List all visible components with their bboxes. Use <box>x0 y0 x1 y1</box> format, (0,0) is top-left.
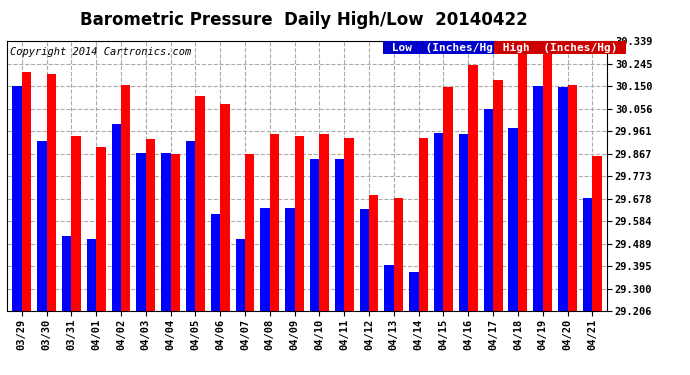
Bar <box>245 154 255 311</box>
Bar <box>419 138 428 311</box>
Bar <box>270 134 279 311</box>
Bar <box>37 141 47 311</box>
Bar <box>260 208 270 311</box>
Bar <box>285 208 295 311</box>
Bar <box>220 104 230 311</box>
Bar <box>186 141 195 311</box>
Text: Copyright 2014 Cartronics.com: Copyright 2014 Cartronics.com <box>10 46 191 57</box>
Bar <box>170 154 180 311</box>
Bar <box>359 209 369 311</box>
Bar <box>137 153 146 311</box>
Bar <box>484 109 493 311</box>
Bar <box>394 198 403 311</box>
Bar <box>161 153 170 311</box>
Bar <box>47 74 56 311</box>
Bar <box>295 136 304 311</box>
Text: High  (Inches/Hg): High (Inches/Hg) <box>496 43 624 52</box>
Bar <box>310 159 319 311</box>
Bar <box>335 159 344 311</box>
Bar <box>319 134 329 311</box>
Bar <box>469 65 477 311</box>
Bar <box>235 239 245 311</box>
Bar <box>195 96 205 311</box>
Bar <box>22 72 31 311</box>
Bar <box>211 214 220 311</box>
Bar <box>384 265 394 311</box>
Bar <box>62 236 71 311</box>
Text: Low  (Inches/Hg): Low (Inches/Hg) <box>385 43 506 52</box>
Bar <box>558 87 567 311</box>
Bar <box>518 42 527 311</box>
Bar <box>121 85 130 311</box>
Bar <box>146 139 155 311</box>
Bar <box>71 136 81 311</box>
Bar <box>96 147 106 311</box>
Bar <box>444 87 453 311</box>
Bar <box>12 86 22 311</box>
Bar <box>87 239 96 311</box>
Bar <box>583 198 592 311</box>
Bar <box>459 134 469 311</box>
Bar <box>369 195 379 311</box>
Bar <box>533 86 543 311</box>
Bar <box>434 133 444 311</box>
Bar <box>543 44 552 311</box>
Bar <box>567 85 577 311</box>
Text: Barometric Pressure  Daily High/Low  20140422: Barometric Pressure Daily High/Low 20140… <box>80 11 527 29</box>
Bar <box>592 156 602 311</box>
Bar <box>112 124 121 311</box>
Bar <box>409 272 419 311</box>
Bar <box>509 128 518 311</box>
Bar <box>493 80 502 311</box>
Bar <box>344 138 354 311</box>
